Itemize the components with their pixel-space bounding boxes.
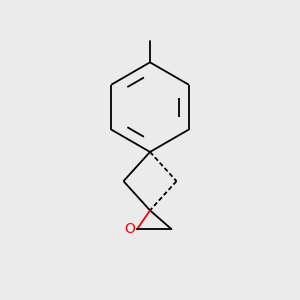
Text: O: O [125,222,136,236]
